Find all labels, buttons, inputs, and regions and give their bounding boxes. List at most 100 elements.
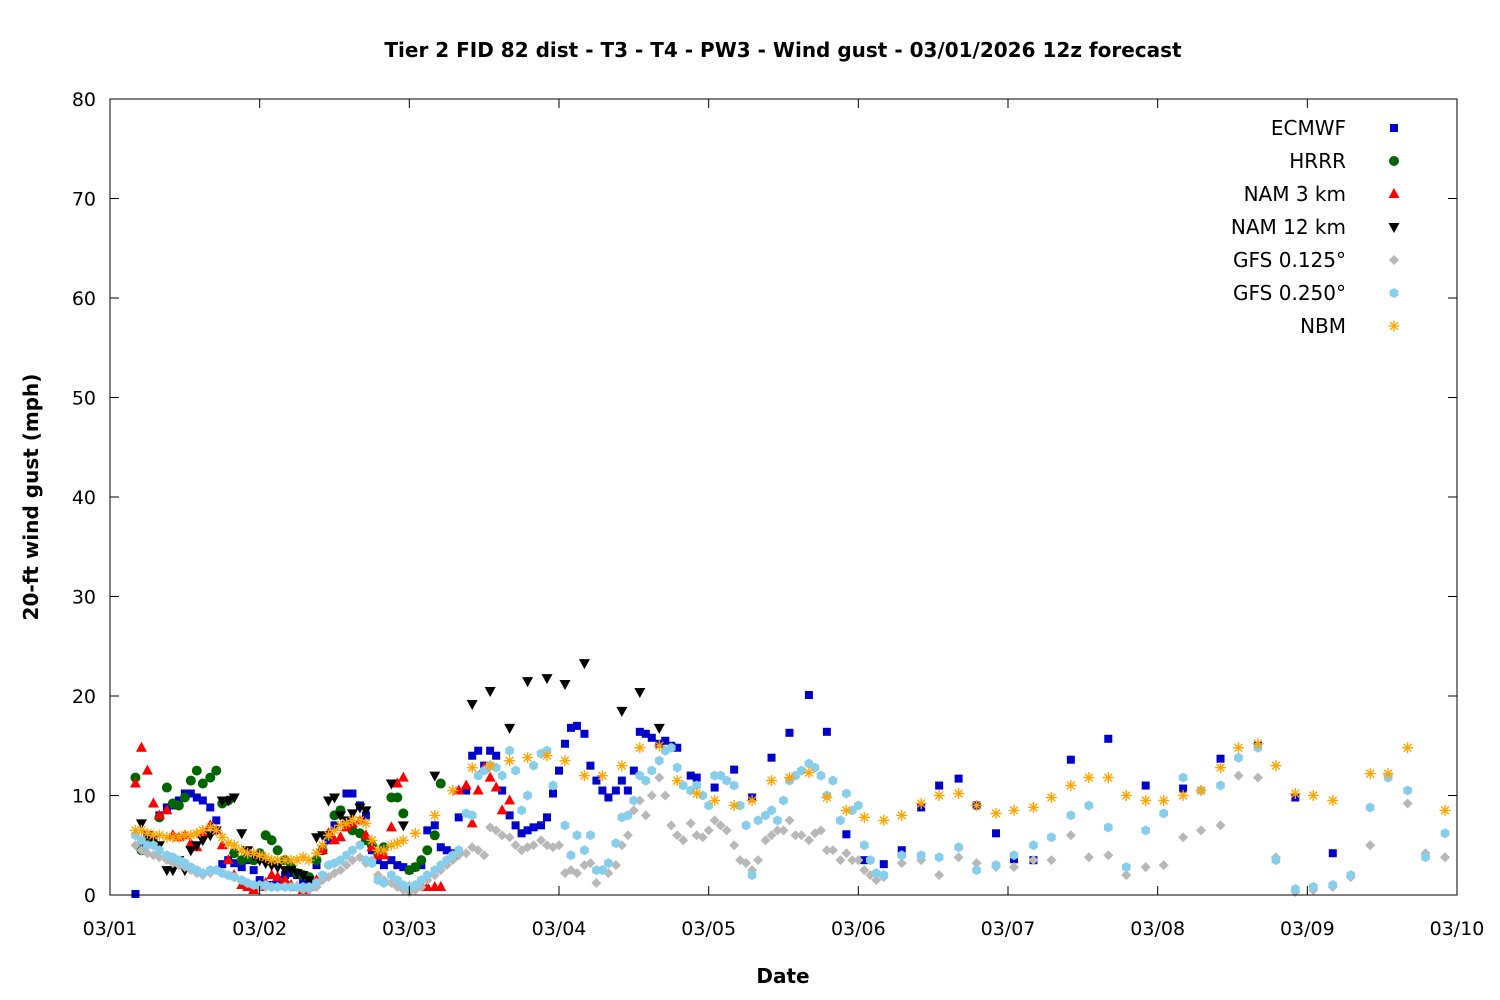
data-point [442, 846, 451, 855]
data-point [854, 800, 863, 811]
y-tick-label: 20 [72, 686, 96, 708]
data-point [342, 789, 351, 798]
y-tick-label: 30 [72, 587, 96, 609]
data-point [346, 814, 358, 826]
data-point [228, 793, 240, 804]
data-point [673, 743, 682, 752]
data-point [879, 860, 888, 869]
data-point [1178, 832, 1189, 843]
data-point [559, 680, 571, 691]
data-point [766, 830, 777, 841]
data-point [721, 825, 732, 836]
x-tick-label: 03/10 [1430, 918, 1485, 940]
data-point [704, 800, 713, 811]
data-point [1141, 781, 1150, 790]
data-point [1179, 784, 1188, 793]
data-point [572, 721, 581, 730]
data-point [1328, 849, 1337, 858]
data-point [466, 699, 478, 710]
data-point [391, 777, 403, 788]
data-point [1291, 884, 1300, 895]
data-point [334, 831, 346, 842]
data-point [528, 840, 539, 851]
data-point [378, 844, 390, 856]
x-tick-label: 03/06 [831, 918, 886, 940]
data-point [1140, 862, 1151, 873]
data-point [783, 772, 795, 784]
data-point [272, 854, 284, 866]
data-point [821, 845, 832, 856]
data-point [580, 845, 589, 856]
data-point [317, 839, 329, 851]
data-point [385, 821, 397, 832]
data-point [623, 786, 632, 795]
data-point [871, 875, 882, 886]
data-point [729, 780, 739, 791]
data-point [472, 784, 484, 795]
data-point [497, 770, 507, 781]
data-point [1364, 768, 1376, 780]
data-point [560, 820, 570, 831]
data-point [715, 820, 726, 831]
data-point [766, 775, 778, 787]
data-point [285, 866, 297, 877]
data-point [686, 771, 695, 780]
data-point [498, 786, 507, 795]
data-point [1440, 852, 1451, 863]
data-point [129, 777, 141, 788]
data-point [1159, 808, 1168, 819]
data-point [135, 741, 147, 752]
data-point [185, 846, 197, 857]
data-point [1103, 850, 1114, 861]
data-point [1065, 780, 1077, 792]
data-point [334, 811, 346, 822]
data-point [1178, 772, 1188, 783]
data-point [741, 858, 752, 869]
data-point [454, 845, 464, 856]
data-point [409, 827, 421, 839]
legend: ECMWF HRRR NAM 3 km NAM 12 km GFS 0.125° GFS … [1231, 116, 1400, 338]
data-point [191, 841, 203, 852]
data-point [596, 770, 608, 782]
data-point [647, 733, 656, 742]
data-point [1439, 804, 1451, 816]
data-point [623, 810, 633, 821]
data-point [859, 840, 869, 851]
data-point [778, 825, 789, 836]
chart-title: Tier 2 FID 82 dist - T3 - T4 - PW3 - Win… [384, 38, 1182, 62]
data-point [398, 808, 409, 819]
x-tick-label: 03/03 [382, 918, 437, 940]
data-point [266, 869, 278, 880]
data-point [523, 826, 532, 835]
data-point [473, 845, 484, 856]
data-point [505, 811, 514, 820]
data-point [272, 871, 284, 882]
data-point [934, 852, 944, 863]
data-point [617, 776, 626, 785]
legend-label: GFS 0.125° [1233, 248, 1346, 272]
data-point [272, 845, 283, 856]
data-point [211, 765, 222, 776]
data-point [709, 815, 720, 826]
data-point [860, 856, 869, 865]
x-tick-label: 03/04 [532, 918, 587, 940]
data-point [971, 858, 982, 869]
data-point [311, 847, 323, 859]
legend-marker [1389, 288, 1399, 298]
data-point [1328, 880, 1338, 891]
data-point [466, 817, 478, 828]
data-point [329, 793, 340, 804]
data-point [153, 809, 165, 820]
data-point [803, 767, 815, 779]
data-point [435, 778, 446, 789]
data-point [1252, 772, 1263, 783]
data-point [484, 687, 496, 698]
data-point [186, 789, 195, 798]
data-point [131, 890, 140, 899]
data-point [1066, 755, 1075, 764]
data-point [571, 868, 582, 879]
data-point [703, 825, 714, 836]
data-point [479, 850, 490, 861]
data-point [491, 825, 502, 836]
